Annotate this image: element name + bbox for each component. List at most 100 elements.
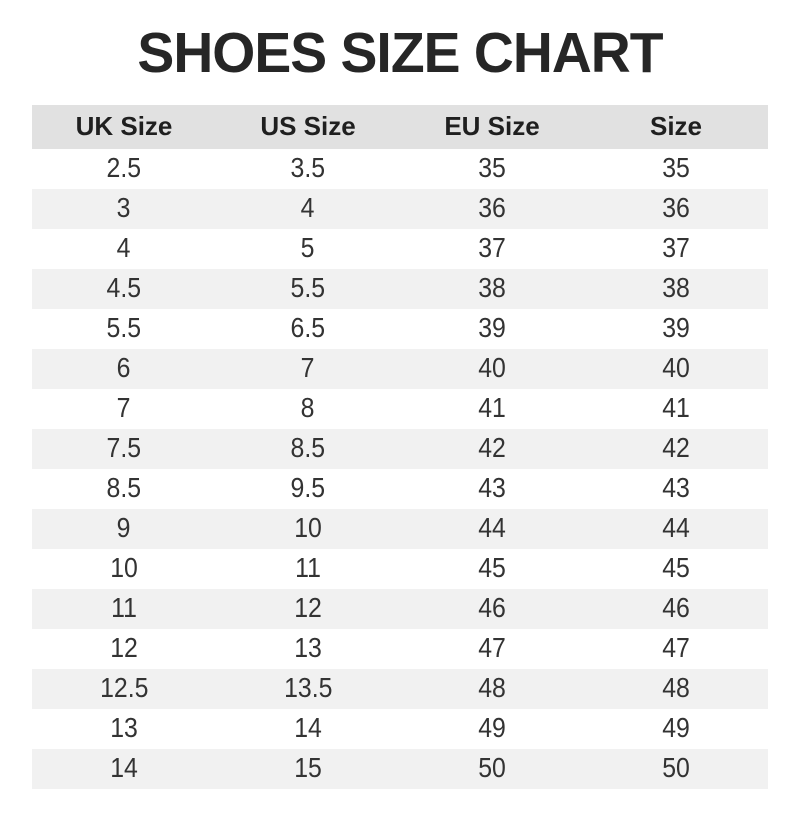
size-value: 39 — [662, 312, 690, 344]
size-cell: 42 — [584, 429, 768, 469]
size-value: 7 — [301, 352, 315, 384]
table-row: 10 11 45 45 — [32, 549, 768, 589]
table-row: 7.5 8.5 42 42 — [32, 428, 768, 469]
size-value: 13.5 — [283, 672, 333, 704]
size-value: 10 — [110, 552, 138, 584]
size-cell: 3 — [32, 189, 216, 229]
size-cell: 9 — [32, 509, 216, 549]
size-value: 44 — [478, 512, 506, 544]
size-cell: 10 — [216, 509, 400, 549]
size-cell: 4 — [216, 189, 400, 229]
size-value: 3 — [117, 192, 131, 224]
size-cell: 38 — [584, 269, 768, 309]
size-cell: 50 — [584, 749, 768, 789]
size-value: 13 — [110, 712, 138, 744]
table-row: 6 7 40 40 — [32, 348, 768, 389]
size-cell: 5 — [216, 229, 400, 269]
size-cell: 8 — [216, 389, 400, 429]
size-value: 48 — [478, 672, 506, 704]
size-value: 41 — [662, 392, 690, 424]
size-value: 49 — [662, 712, 690, 744]
table-row: 13 14 49 49 — [32, 709, 768, 749]
size-cell: 39 — [584, 309, 768, 349]
size-cell: 49 — [584, 709, 768, 749]
table-row: 8.5 9.5 43 43 — [32, 469, 768, 509]
size-cell: 36 — [584, 189, 768, 229]
size-value: 41 — [478, 392, 506, 424]
size-cell: 8.5 — [32, 469, 216, 509]
size-cell: 8.5 — [216, 429, 400, 469]
size-value: 5.5 — [290, 272, 326, 304]
size-cell: 14 — [32, 749, 216, 789]
size-value: 7.5 — [106, 432, 142, 464]
size-cell: 43 — [400, 469, 584, 509]
table-row: 4 5 37 37 — [32, 229, 768, 269]
size-cell: 42 — [400, 429, 584, 469]
table-body: 2.5 3.5 35 35 3 4 36 36 4 5 37 37 4.5 5.5 38 38 5.5 6.5 39… — [32, 149, 768, 789]
size-cell: 5.5 — [32, 309, 216, 349]
size-value: 38 — [478, 272, 506, 304]
size-value: 36 — [478, 192, 506, 224]
size-value: 38 — [662, 272, 690, 304]
size-value: 50 — [662, 752, 690, 784]
size-value: 37 — [662, 232, 690, 264]
size-value: 7 — [117, 392, 131, 424]
size-cell: 47 — [400, 629, 584, 669]
size-cell: 5.5 — [216, 269, 400, 309]
size-cell: 46 — [584, 589, 768, 629]
size-cell: 43 — [584, 469, 768, 509]
size-cell: 4.5 — [32, 269, 216, 309]
size-value: 12 — [294, 592, 322, 624]
size-value: 50 — [478, 752, 506, 784]
size-value: 49 — [478, 712, 506, 744]
table-row: 4.5 5.5 38 38 — [32, 268, 768, 309]
size-cell: 46 — [400, 589, 584, 629]
size-value: 45 — [478, 552, 506, 584]
size-value: 46 — [478, 592, 506, 624]
column-header-eu-size: EU Size — [400, 104, 584, 149]
size-value: 42 — [662, 432, 690, 464]
size-cell: 37 — [400, 229, 584, 269]
size-value: 6 — [117, 352, 131, 384]
size-value: 42 — [478, 432, 506, 464]
size-cell: 12 — [216, 589, 400, 629]
size-value: 8.5 — [106, 472, 142, 504]
size-cell: 44 — [584, 509, 768, 549]
size-value: 43 — [662, 472, 690, 504]
size-cell: 7.5 — [32, 429, 216, 469]
size-cell: 50 — [400, 749, 584, 789]
size-value: 3.5 — [290, 152, 326, 184]
size-cell: 36 — [400, 189, 584, 229]
size-value: 14 — [110, 752, 138, 784]
page: SHOES SIZE CHART UK Size US Size EU Size… — [0, 22, 800, 822]
size-cell: 7 — [32, 389, 216, 429]
table-row: 12.5 13.5 48 48 — [32, 668, 768, 709]
size-cell: 12 — [32, 629, 216, 669]
column-header-size: Size — [584, 104, 768, 149]
size-value: 45 — [662, 552, 690, 584]
size-cell: 6.5 — [216, 309, 400, 349]
size-value: 4 — [117, 232, 131, 264]
header-row: UK Size US Size EU Size Size — [32, 104, 768, 149]
size-value: 40 — [662, 352, 690, 384]
size-cell: 11 — [32, 589, 216, 629]
table-row: 3 4 36 36 — [32, 188, 768, 229]
page-title: SHOES SIZE CHART — [137, 21, 663, 85]
size-cell: 14 — [216, 709, 400, 749]
size-value: 11 — [111, 592, 137, 624]
size-value: 8 — [301, 392, 315, 424]
size-value: 36 — [662, 192, 690, 224]
size-cell: 12.5 — [32, 669, 216, 709]
size-cell: 35 — [584, 149, 768, 189]
size-cell: 11 — [216, 549, 400, 589]
size-cell: 44 — [400, 509, 584, 549]
size-value: 15 — [294, 752, 322, 784]
size-cell: 45 — [584, 549, 768, 589]
size-value: 43 — [478, 472, 506, 504]
size-value: 5.5 — [106, 312, 142, 344]
size-cell: 40 — [584, 349, 768, 389]
size-cell: 2.5 — [32, 149, 216, 189]
table-row: 2.5 3.5 35 35 — [32, 149, 768, 189]
size-cell: 35 — [400, 149, 584, 189]
column-header-us-size: US Size — [216, 104, 400, 149]
